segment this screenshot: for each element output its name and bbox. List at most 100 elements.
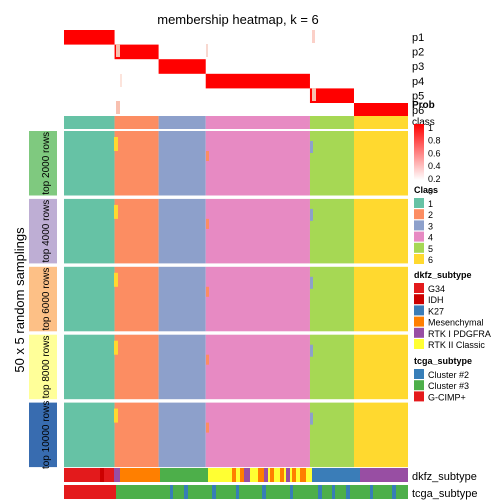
dkfz-segment [270,468,274,482]
tcga-segment [212,485,216,499]
prob-row-label: p4 [412,76,424,88]
dkfz-segment [240,468,244,482]
legend-swatch [414,294,424,305]
membership-block-4 [205,131,310,196]
annotation-label: tcga_subtype [412,488,477,500]
stray-cell [354,232,359,247]
dkfz-segment [244,468,250,482]
prob-trace [120,74,122,87]
legend-swatch [414,380,424,391]
prob-trace [312,88,316,101]
membership-block-3 [158,266,206,332]
stray-cell [206,151,209,161]
stray-cell [354,436,359,451]
membership-block-5 [309,334,354,400]
dkfz-segment [292,468,296,482]
legend-swatch [414,327,424,338]
legend-class-title: Class [414,185,438,195]
membership-block-5 [309,402,354,468]
tcga-segment [236,485,239,499]
dkfz-segment [120,468,160,482]
legend-item-label: G34 [428,284,445,294]
legend-dkfz-title: dkfz_subtype [414,270,472,280]
group-label: top 10000 rows [41,401,52,469]
membership-block-6 [353,334,408,400]
prob-tick-label: 0.4 [428,161,441,171]
prob-row-label: p5 [412,90,424,102]
group-label: top 8000 rows [41,336,52,399]
legend-swatch [414,198,424,208]
class-bar-segment-2 [114,116,159,129]
membership-block-5 [309,131,354,196]
membership-block-2 [114,402,159,468]
prob-cell-p1 [64,30,115,45]
stray-cell [206,422,209,433]
bottom-annotation-bars: dkfz_subtype tcga_subtype [64,468,477,500]
prob-tick-label: 0.6 [428,148,441,158]
dkfz-segment [258,468,264,482]
prob-tick-label: 0.8 [428,136,441,146]
stray-cell [354,165,359,179]
legend-item-label: RTK II Classic [428,340,485,350]
membership-block-4 [205,198,310,264]
sampling-groups: top 2000 rows top 4000 rows top 6000 rows t… [29,131,408,469]
legend-prob-title: Prob [412,100,435,111]
stray-cell [310,344,313,357]
tcga-segment [318,485,322,499]
legend-item-label: 1 [428,199,433,209]
group-label: top 4000 rows [41,200,52,263]
legend-item-label: 5 [428,244,433,254]
membership-block-2 [114,198,159,264]
membership-block-2 [114,266,159,332]
legend-swatch [414,391,424,402]
legend-swatch [414,305,424,316]
membership-block-3 [158,198,206,264]
prob-trace [206,44,208,57]
dkfz-segment [100,468,104,482]
tcga-segment [370,485,373,499]
legend-item-label: Mesenchymal [428,318,484,328]
prob-tick-label: 0 [428,187,433,197]
dkfz-segment [64,468,100,482]
legend-swatch [414,209,424,220]
membership-block-1 [64,334,115,400]
legend: Probclass10.80.60.40.20Class123456dkfz_s… [412,100,491,402]
prob-row-label: p1 [412,32,424,44]
stray-cell [114,272,118,287]
membership-block-1 [64,198,115,264]
membership-block-1 [64,402,115,468]
class-bar-segment-6 [353,116,408,129]
dkfz-segment [360,468,408,482]
tcga-segment [332,485,335,499]
membership-block-6 [353,131,408,196]
group-bar [29,334,57,400]
group-bar [29,266,57,332]
membership-block-2 [114,131,159,196]
group-bar [29,402,57,468]
prob-row-label: p2 [412,47,424,59]
membership-block-4 [205,402,310,468]
probability-row-labels: p1 p2 p3 p4 p5 p6 [412,32,424,117]
membership-block-3 [158,131,206,196]
membership-block-1 [64,266,115,332]
annotation-label: dkfz_subtype [412,471,477,483]
stray-cell [114,340,118,355]
y-axis-label: 50 x 5 random samplings [12,227,27,373]
legend-item-label: G-CIMP+ [428,392,466,402]
dkfz-segment [280,468,284,482]
prob-cell-p6 [353,103,408,118]
prob-cell-p4 [205,73,310,89]
dkfz-segment [300,468,306,482]
membership-block-6 [353,266,408,332]
membership-block-6 [353,198,408,264]
legend-swatch [414,254,424,264]
tcga-segment [64,485,116,499]
legend-item-label: Cluster #3 [428,381,469,391]
group-bar [29,198,57,264]
prob-tick-label: 0.2 [428,174,441,184]
chart-title: membership heatmap, k = 6 [157,12,319,27]
class-bar-segment-3 [158,116,206,129]
tcga-segment [184,485,188,499]
prob-trace [116,44,120,57]
